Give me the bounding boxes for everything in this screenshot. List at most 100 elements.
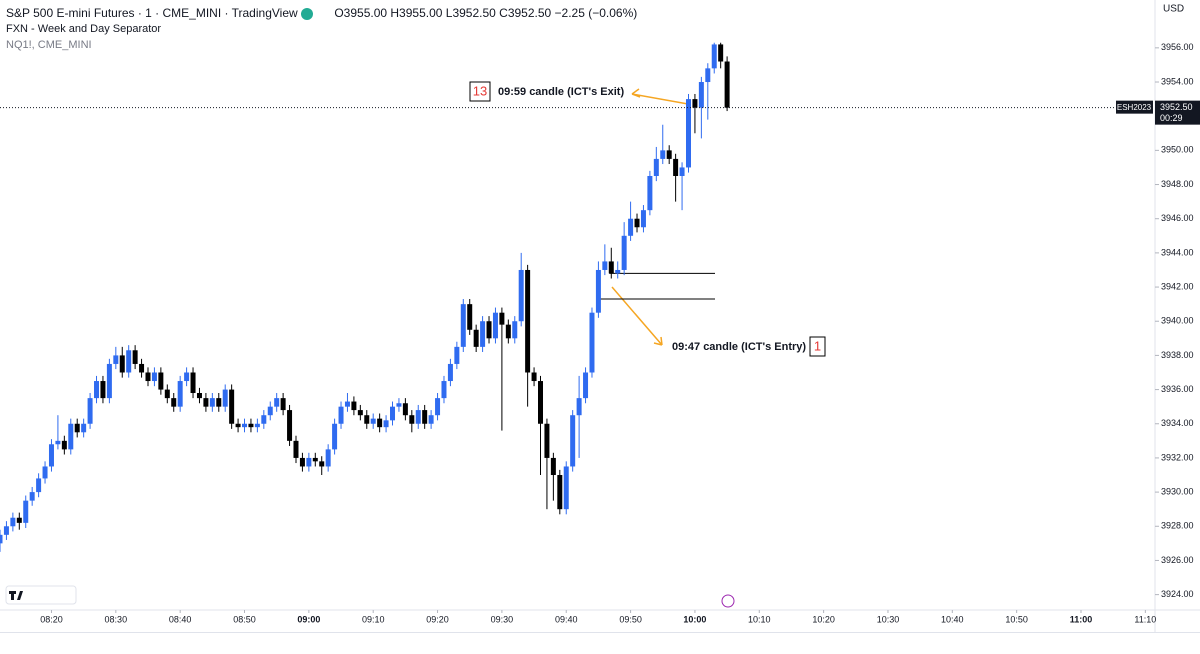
candle-body: [486, 321, 492, 339]
logo: [5, 585, 77, 605]
x-tick-label: 11:00: [1070, 614, 1093, 624]
candle-body: [158, 372, 164, 390]
x-tick-label: 09:20: [426, 614, 449, 624]
x-tick-label: 10:20: [812, 614, 835, 624]
candle-body: [563, 466, 569, 510]
candle-body: [718, 44, 724, 62]
candle-body: [190, 372, 196, 393]
candle-body: [248, 423, 254, 428]
candle-body: [126, 350, 132, 373]
candle-body: [377, 418, 383, 428]
y-tick-label: 3926.00: [1161, 555, 1194, 565]
symbol-label: ESH2023: [1117, 103, 1152, 112]
currency: USD: [1163, 4, 1184, 15]
candle-body: [106, 363, 112, 399]
candle-body: [351, 401, 357, 411]
candle-body: [332, 423, 338, 450]
title-text: S&P 500 E-mini Futures · 1 · CME_MINI · …: [6, 6, 298, 20]
x-tick-label: 09:00: [297, 614, 320, 624]
y-tick-label: 3924.00: [1161, 589, 1194, 599]
x-tick-label: 09:50: [619, 614, 642, 624]
countdown: 00:29: [1160, 113, 1183, 123]
candle-body: [3, 526, 9, 535]
candle-body: [29, 492, 35, 501]
candle-body: [390, 406, 396, 421]
candle-body: [525, 269, 531, 373]
y-tick-label: 3934.00: [1161, 418, 1194, 428]
candle-body: [608, 261, 614, 274]
x-tick-label: 08:20: [40, 614, 63, 624]
x-tick-label: 10:40: [941, 614, 964, 624]
y-tick-label: 3946.00: [1161, 213, 1194, 223]
candle-body: [81, 423, 87, 433]
candle-body: [724, 61, 730, 108]
candle-body: [16, 517, 22, 523]
candle-body: [602, 261, 608, 270]
candle-body: [325, 449, 331, 467]
chart: 13 09:59 candle (ICT's Exit) 09:47 candl…: [0, 0, 1200, 632]
candle-body: [673, 158, 679, 176]
x-tick-label: 09:30: [491, 614, 514, 624]
candle-body: [415, 410, 421, 424]
x-tick-label: 08:40: [169, 614, 192, 624]
status-dot: [301, 7, 313, 20]
y-tick-label: 3936.00: [1161, 384, 1194, 394]
candle-body: [634, 218, 640, 228]
candle-body: [312, 457, 318, 462]
candle-body: [203, 398, 209, 407]
candle-body: [242, 423, 248, 428]
candle-body: [454, 346, 460, 364]
x-tick-label: 08:30: [105, 614, 128, 624]
candle-body: [512, 321, 518, 339]
candle-body: [647, 175, 653, 211]
candle-body: [435, 398, 441, 416]
y-tick-label: 3944.00: [1161, 247, 1194, 257]
candle-body: [299, 457, 305, 467]
candle-body: [209, 398, 215, 407]
candle-body: [557, 475, 563, 510]
badge: 13: [473, 83, 487, 98]
candle-body: [595, 269, 601, 313]
candle-body: [235, 423, 241, 428]
candle-body: [685, 99, 691, 168]
candle-body: [428, 415, 434, 424]
candle-body: [705, 68, 711, 83]
x-tick-label: 09:10: [362, 614, 385, 624]
arrow: [611, 286, 663, 346]
y-tick-label: 3956.00: [1161, 42, 1194, 52]
candle-body: [10, 517, 16, 527]
candle-body: [480, 321, 486, 347]
candle-body: [171, 398, 177, 407]
x-tick-label: 11:10: [1134, 614, 1156, 624]
candle-body: [505, 324, 511, 339]
price-tag: [1155, 100, 1200, 125]
candle-body: [711, 44, 717, 69]
candle-body: [68, 423, 74, 450]
x-tick-label: 09:40: [555, 614, 578, 624]
candle-body: [589, 312, 595, 373]
candle-body: [55, 440, 61, 445]
candle-body: [94, 381, 100, 399]
candle-body: [145, 372, 151, 382]
candle-body: [280, 398, 286, 411]
candle-body: [344, 401, 350, 407]
candle-body: [383, 420, 389, 428]
candle-body: [531, 372, 537, 382]
candle-body: [119, 355, 125, 373]
candle-body: [113, 355, 119, 364]
candle-body: [550, 457, 556, 476]
arrow: [631, 88, 689, 105]
candle-body: [216, 398, 222, 407]
price-label: 3952.50: [1160, 102, 1193, 112]
candle-body: [306, 457, 312, 467]
candle-body: [570, 415, 576, 467]
annotation: 09:59 candle (ICT's Exit): [498, 86, 624, 98]
candle-body: [36, 478, 42, 493]
y-tick-label: 3940.00: [1161, 316, 1194, 326]
indicator: NQ1!, CME_MINI: [6, 39, 92, 51]
candle-body: [538, 381, 544, 424]
candle-body: [370, 418, 376, 424]
candle-body: [396, 403, 402, 407]
badge-box: [809, 336, 826, 357]
